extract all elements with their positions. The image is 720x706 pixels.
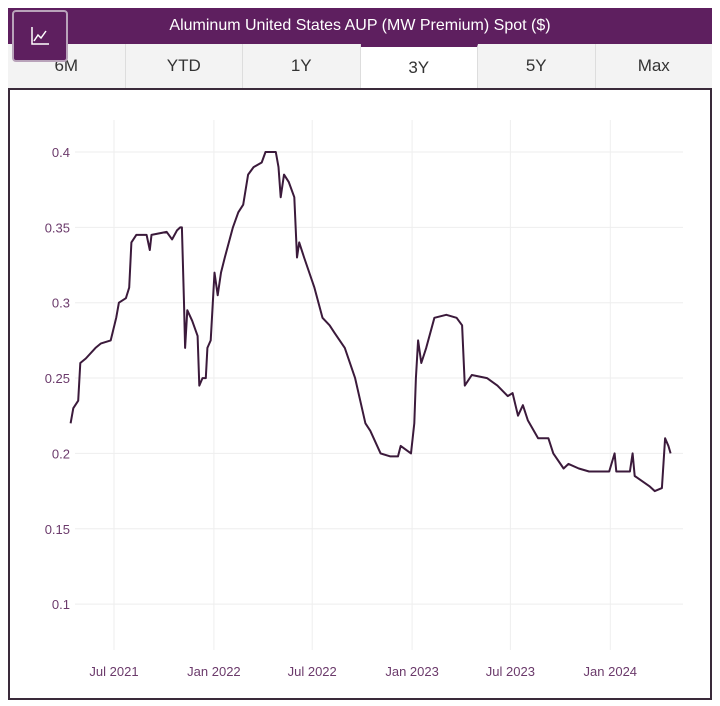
chart-title-bar: Aluminum United States AUP (MW Premium) … bbox=[8, 8, 712, 44]
tab-1y[interactable]: 1Y bbox=[243, 44, 361, 88]
y-tick-label: 0.15 bbox=[45, 522, 70, 537]
tab-3y[interactable]: 3Y bbox=[360, 44, 478, 88]
x-tick-label: Jul 2023 bbox=[486, 664, 535, 679]
x-tick-label: Jul 2021 bbox=[89, 664, 138, 679]
y-tick-label: 0.3 bbox=[52, 296, 70, 311]
chart-title: Aluminum United States AUP (MW Premium) … bbox=[169, 17, 551, 34]
y-tick-label: 0.25 bbox=[45, 371, 70, 386]
x-tick-label: Jan 2024 bbox=[584, 664, 638, 679]
range-tabs: 6M YTD 1Y 3Y 5Y Max bbox=[8, 44, 712, 89]
chart-frame bbox=[8, 88, 712, 700]
y-tick-label: 0.2 bbox=[52, 446, 70, 461]
chart-type-button[interactable] bbox=[12, 10, 68, 62]
tab-max[interactable]: Max bbox=[637, 56, 670, 75]
x-tick-label: Jan 2023 bbox=[385, 664, 439, 679]
tab-5y[interactable]: 5Y bbox=[478, 44, 596, 88]
line-chart-icon bbox=[31, 27, 49, 45]
x-tick-label: Jan 2022 bbox=[187, 664, 241, 679]
y-tick-label: 0.4 bbox=[52, 145, 70, 160]
price-series-line bbox=[69, 151, 672, 493]
y-tick-label: 0.1 bbox=[52, 597, 70, 612]
tab-ytd[interactable]: YTD bbox=[126, 44, 243, 88]
y-tick-label: 0.35 bbox=[45, 220, 70, 235]
x-tick-label: Jul 2022 bbox=[288, 664, 337, 679]
